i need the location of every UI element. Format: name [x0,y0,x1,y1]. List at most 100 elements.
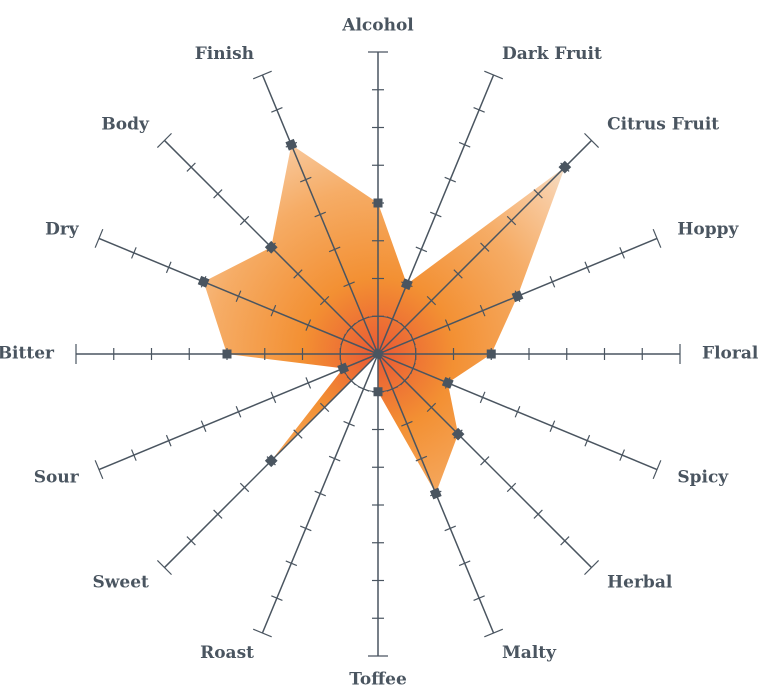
data-point [429,487,442,500]
tick-mark [444,319,451,331]
tick-mark [584,560,600,576]
data-point [401,278,413,291]
tick-mark [444,176,457,183]
tick-mark [156,132,172,148]
data-point [264,454,278,468]
tick-mark [480,456,490,466]
tick-mark [549,275,556,288]
tick-mark [415,246,428,253]
data-point [441,377,454,389]
tick-mark [479,304,486,317]
tick-mark [584,261,591,274]
axis-label: Dark Fruit [502,44,602,64]
tick-mark [484,70,504,80]
tick-mark [131,247,137,259]
axis-label: Body [101,114,150,134]
tick-mark [410,362,416,375]
tick-mark [271,595,283,601]
data-point [373,387,383,397]
tick-mark [426,402,437,413]
tick-mark [328,246,341,253]
tick-mark [400,322,410,332]
tick-mark [652,460,662,480]
axis-label: Dry [45,220,80,240]
data-point [373,198,383,208]
tick-mark [235,406,242,418]
tick-mark [415,455,428,462]
axis-label: Sweet [92,573,149,593]
axis-label: Spicy [677,467,729,487]
tick-mark [346,376,356,386]
tick-mark [430,211,442,218]
data-point [511,290,524,303]
tick-mark [484,628,504,638]
tick-mark [619,247,625,259]
tick-mark [453,269,463,279]
tick-mark [200,420,207,433]
data-point [486,349,496,359]
tick-mark [235,290,242,302]
tick-mark [506,482,517,493]
axis-label: Finish [195,44,254,64]
tick-mark [156,560,172,576]
tick-mark [410,333,416,346]
tick-mark [94,460,104,480]
tick-mark [343,420,355,427]
axis-label: Herbal [607,573,673,593]
tick-mark [386,386,399,392]
tick-mark [652,228,662,248]
tick-mark [299,176,312,183]
tick-mark [480,242,490,252]
tick-mark [252,628,272,638]
tick-mark [293,429,303,439]
tick-mark [314,211,326,218]
tick-mark [319,402,330,413]
tick-mark [340,333,346,346]
tick-mark [343,281,355,288]
tick-mark [305,319,312,331]
tick-mark [584,434,591,447]
tick-mark [444,525,457,532]
tick-mark [314,490,326,497]
tick-mark [401,420,413,427]
tick-mark [426,295,437,306]
tick-mark [305,377,312,389]
tick-mark [346,322,356,332]
tick-mark [619,449,625,461]
tick-mark [506,215,517,226]
tick-mark [533,189,543,199]
tick-mark [533,509,543,519]
tick-mark [165,434,172,447]
tick-mark [270,391,277,404]
tick-mark [473,107,485,113]
tick-mark [131,449,137,461]
tick-mark [357,386,370,392]
tick-mark [94,228,104,248]
radar-area [203,144,565,494]
data-point [337,362,350,375]
axis-label: Floral [702,344,759,364]
data-point [451,427,465,441]
data-point [264,240,278,254]
tick-mark [239,482,250,493]
tick-mark [239,215,250,226]
tick-mark [479,391,486,404]
tick-mark [400,376,410,386]
tick-mark [213,509,223,519]
tick-mark [252,70,272,80]
tick-mark [213,189,223,199]
tick-mark [514,406,521,418]
tick-mark [186,162,196,172]
tick-mark [293,269,303,279]
axis-label: Toffee [349,670,407,690]
axis-label: Citrus Fruit [607,114,719,134]
tick-mark [549,420,556,433]
data-point [372,348,384,360]
tick-mark [270,304,277,317]
tick-mark [299,525,312,532]
tick-mark [357,316,370,322]
axis-label: Alcohol [341,16,414,36]
tick-mark [386,316,399,322]
tick-mark [584,132,600,148]
